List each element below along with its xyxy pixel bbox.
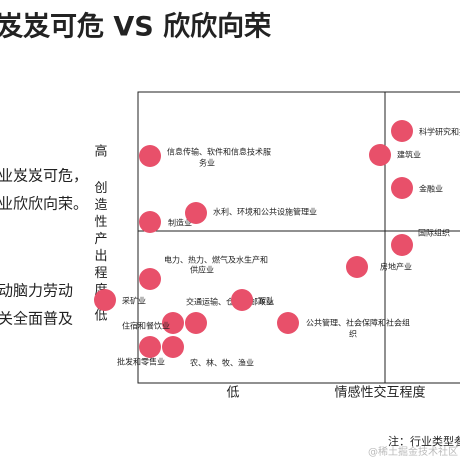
- node-label: 军队: [258, 296, 274, 306]
- node-label: 信息传输、软件和信息技术服: [167, 147, 271, 157]
- node-label: 科学研究和技: [419, 127, 460, 137]
- node-label: 房地产业: [380, 262, 412, 272]
- node-dot: [391, 120, 413, 142]
- y-label: 创造性产出程度: [94, 181, 107, 298]
- node-label: 采矿业: [122, 296, 146, 306]
- node-dot: [185, 202, 207, 224]
- y-high: 高: [94, 144, 107, 160]
- node-dot: [391, 177, 413, 199]
- node-dot: [139, 268, 161, 290]
- quadrant-frame: [137, 91, 460, 384]
- x-low: 低: [226, 386, 239, 401]
- note: 注：行业类型参: [388, 434, 460, 448]
- node-dot: [162, 336, 184, 358]
- node-label: 公共管理、社会保障和社会组: [306, 318, 410, 328]
- node-dot: [162, 312, 184, 334]
- node-dot: [139, 336, 161, 358]
- node-label: 务业: [199, 158, 215, 168]
- watermark: @稀土掘金技术社区: [368, 445, 458, 458]
- side-text: 关全面普及: [0, 310, 73, 328]
- node-label: 建筑业: [397, 150, 421, 160]
- node-label: 水利、环境和公共设施管理业: [213, 207, 317, 217]
- node-label: 制造业: [168, 218, 192, 228]
- x-label: 情感性交互程度: [334, 385, 425, 401]
- title: 岌岌可危 VS 欣欣向荣: [0, 11, 271, 43]
- node-dot: [185, 312, 207, 334]
- side-text: 动脑力劳动: [0, 282, 73, 300]
- node-dot: [277, 312, 299, 334]
- node-label: 交通运输、仓储和邮政业: [186, 297, 274, 307]
- node-label: 住宿和餐饮业: [122, 321, 170, 331]
- node-dot: [346, 256, 368, 278]
- node-label: 电力、热力、燃气及水生产和: [164, 255, 268, 265]
- node-dot: [94, 289, 116, 311]
- node-label: 金融业: [419, 184, 443, 194]
- side-text: 业欣欣向荣。: [0, 195, 88, 213]
- node-dot: [231, 289, 253, 311]
- node-label: 国际组织: [418, 228, 450, 238]
- node-dot: [139, 145, 161, 167]
- node-dot: [369, 144, 391, 166]
- node-label: 农、林、牧、渔业: [190, 358, 254, 368]
- node-dot: [391, 234, 413, 256]
- node-label: 织: [349, 329, 357, 339]
- node-label: 供应业: [190, 265, 214, 275]
- node-dot: [139, 211, 161, 233]
- y-low: 低: [94, 309, 107, 324]
- side-text: 业岌岌可危，: [0, 167, 88, 185]
- node-label: 批发和零售业: [117, 357, 165, 367]
